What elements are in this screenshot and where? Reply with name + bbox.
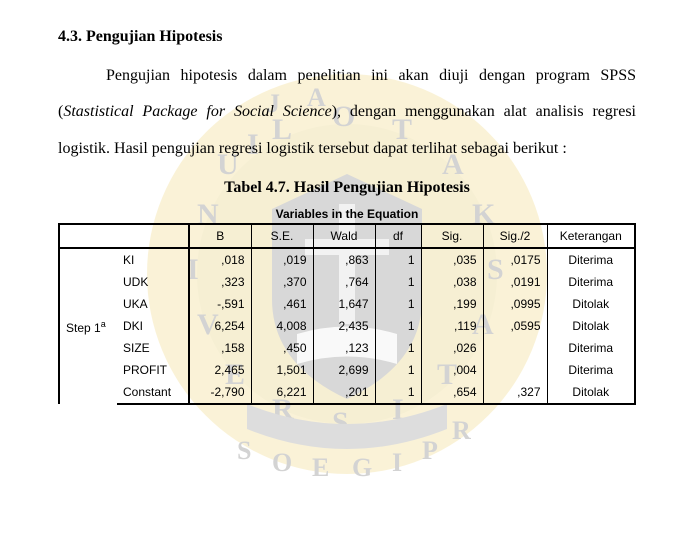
cell-se: ,019 [251, 248, 313, 271]
cell-b: 6,254 [189, 315, 251, 337]
cell-b: ,158 [189, 337, 251, 359]
svg-text:I: I [392, 448, 402, 477]
col-se: S.E. [251, 224, 313, 248]
table-header-row: B S.E. Wald df Sig. Sig./2 Keterangan [59, 224, 635, 248]
cell-sig2: ,0595 [483, 315, 547, 337]
cell-ket: Diterima [547, 248, 635, 271]
cell-b: 2,465 [189, 359, 251, 381]
cell-sig2: ,0995 [483, 293, 547, 315]
cell-se: 1,501 [251, 359, 313, 381]
cell-var: UDK [117, 271, 189, 293]
para-text-italic: Stastistical Package for Social Science [63, 103, 331, 120]
step-label: Step 1 [66, 321, 101, 335]
cell-se: ,461 [251, 293, 313, 315]
cell-df: 1 [375, 293, 421, 315]
cell-se: ,450 [251, 337, 313, 359]
cell-var: PROFIT [117, 359, 189, 381]
cell-sig: ,654 [421, 381, 483, 404]
svg-text:O: O [272, 448, 292, 477]
cell-sig: ,119 [421, 315, 483, 337]
cell-sig: ,035 [421, 248, 483, 271]
svg-text:S: S [332, 406, 349, 439]
cell-sig2: ,0191 [483, 271, 547, 293]
table-row: DKI 6,254 4,008 2,435 1 ,119 ,0595 Ditol… [59, 315, 635, 337]
cell-df: 1 [375, 315, 421, 337]
body-paragraph: Pengujian hipotesis dalam penelitian ini… [58, 58, 636, 167]
svg-text:R: R [452, 416, 471, 445]
cell-df: 1 [375, 337, 421, 359]
cell-b: -2,790 [189, 381, 251, 404]
cell-sig: ,199 [421, 293, 483, 315]
cell-df: 1 [375, 248, 421, 271]
cell-se: ,370 [251, 271, 313, 293]
col-sig: Sig. [421, 224, 483, 248]
cell-ket: Ditolak [547, 315, 635, 337]
cell-df: 1 [375, 381, 421, 404]
table-row: UDK ,323 ,370 ,764 1 ,038 ,0191 Diterima [59, 271, 635, 293]
table-row: Constant -2,790 6,221 ,201 1 ,654 ,327 D… [59, 381, 635, 404]
cell-wald: ,764 [313, 271, 375, 293]
cell-wald: 1,647 [313, 293, 375, 315]
col-wald: Wald [313, 224, 375, 248]
table-subtitle: Variables in the Equation [58, 207, 636, 221]
col-b: B [189, 224, 251, 248]
step-cell: Step 1a [59, 248, 117, 404]
table-row: SIZE ,158 ,450 ,123 1 ,026 Diterima [59, 337, 635, 359]
step-sup: a [101, 319, 106, 329]
col-df: df [375, 224, 421, 248]
cell-wald: ,201 [313, 381, 375, 404]
cell-sig: ,026 [421, 337, 483, 359]
cell-sig2 [483, 359, 547, 381]
cell-sig: ,038 [421, 271, 483, 293]
col-step [59, 224, 117, 248]
cell-ket: Diterima [547, 337, 635, 359]
section-heading: 4.3. Pengujian Hipotesis [58, 28, 636, 46]
table-row: UKA -,591 ,461 1,647 1 ,199 ,0995 Ditola… [59, 293, 635, 315]
cell-sig2 [483, 337, 547, 359]
cell-se: 4,008 [251, 315, 313, 337]
svg-text:S: S [237, 436, 251, 465]
stats-table: B S.E. Wald df Sig. Sig./2 Keterangan St… [58, 223, 636, 405]
cell-var: KI [117, 248, 189, 271]
cell-ket: Diterima [547, 359, 635, 381]
col-var [117, 224, 189, 248]
table-row: Step 1a KI ,018 ,019 ,863 1 ,035 ,0175 D… [59, 248, 635, 271]
cell-ket: Ditolak [547, 293, 635, 315]
cell-wald: 2,435 [313, 315, 375, 337]
cell-b: ,323 [189, 271, 251, 293]
table-row: PROFIT 2,465 1,501 2,699 1 ,004 Diterima [59, 359, 635, 381]
table-caption: Tabel 4.7. Hasil Pengujian Hipotesis [58, 179, 636, 197]
col-sig2: Sig./2 [483, 224, 547, 248]
cell-var: SIZE [117, 337, 189, 359]
cell-sig2: ,327 [483, 381, 547, 404]
cell-b: -,591 [189, 293, 251, 315]
cell-df: 1 [375, 271, 421, 293]
cell-wald: 2,699 [313, 359, 375, 381]
cell-sig2: ,0175 [483, 248, 547, 271]
svg-text:G: G [352, 453, 372, 482]
cell-ket: Ditolak [547, 381, 635, 404]
cell-df: 1 [375, 359, 421, 381]
cell-var: Constant [117, 381, 189, 404]
svg-text:P: P [422, 436, 438, 465]
cell-se: 6,221 [251, 381, 313, 404]
cell-var: UKA [117, 293, 189, 315]
cell-b: ,018 [189, 248, 251, 271]
cell-var: DKI [117, 315, 189, 337]
col-ket: Keterangan [547, 224, 635, 248]
cell-ket: Diterima [547, 271, 635, 293]
cell-wald: ,123 [313, 337, 375, 359]
cell-wald: ,863 [313, 248, 375, 271]
cell-sig: ,004 [421, 359, 483, 381]
svg-text:E: E [312, 453, 329, 482]
